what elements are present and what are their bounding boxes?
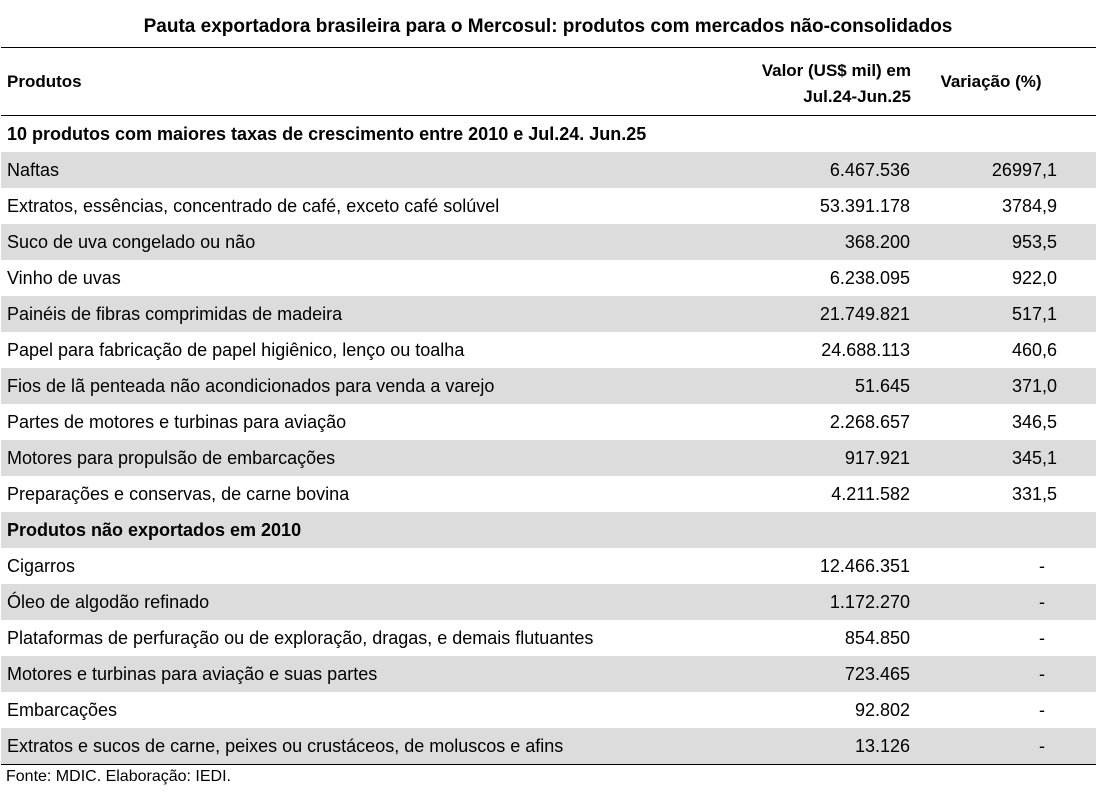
table-row: Plataformas de perfuração ou de exploraç…: [1, 620, 1096, 656]
product-value: 1.172.270: [829, 592, 910, 612]
table-row: Partes de motores e turbinas para aviaçã…: [1, 404, 1096, 440]
product-name: Cigarros: [7, 556, 76, 576]
source-note: Fonte: MDIC. Elaboração: IEDI.: [6, 768, 231, 785]
product-value: 6.467.536: [829, 160, 910, 180]
product-value: 368.200: [844, 232, 910, 252]
header-products: Produtos: [7, 72, 82, 91]
product-value: 2.268.657: [829, 412, 910, 432]
product-variation: 331,5: [1011, 484, 1057, 504]
product-variation: 3784,9: [1001, 196, 1057, 216]
product-variation: -: [1039, 664, 1045, 684]
product-variation: -: [1039, 556, 1045, 576]
product-variation: 345,1: [1011, 448, 1057, 468]
product-value: 723.465: [844, 664, 910, 684]
table-row: Preparações e conservas, de carne bovina…: [1, 476, 1096, 512]
table-bottom-rule: [1, 764, 1096, 765]
section-title: Produtos não exportados em 2010: [7, 520, 302, 540]
product-variation: 346,5: [1011, 412, 1057, 432]
product-name: Motores e turbinas para aviação e suas p…: [7, 664, 378, 684]
table-row: Motores e turbinas para aviação e suas p…: [1, 656, 1096, 692]
table-row: Naftas 6.467.536 26997,1: [1, 152, 1096, 188]
product-name: Fios de lã penteada não acondicionados p…: [7, 376, 495, 396]
product-variation: -: [1039, 736, 1045, 756]
product-variation: 922,0: [1011, 268, 1057, 288]
product-variation: 460,6: [1011, 340, 1057, 360]
header-value: Valor (US$ mil) em Jul.24-Jun.25: [701, 58, 911, 110]
product-name: Naftas: [7, 160, 60, 180]
product-name: Partes de motores e turbinas para aviaçã…: [7, 412, 347, 432]
product-value: 24.688.113: [821, 340, 910, 360]
product-name: Óleo de algodão refinado: [7, 592, 210, 612]
product-name: Embarcações: [7, 700, 118, 720]
product-value: 13.126: [854, 736, 910, 756]
product-variation: -: [1039, 628, 1045, 648]
product-name: Extratos e sucos de carne, peixes ou cru…: [7, 736, 564, 756]
product-variation: 371,0: [1011, 376, 1057, 396]
product-name: Preparações e conservas, de carne bovina: [7, 484, 350, 504]
section-title: 10 produtos com maiores taxas de crescim…: [7, 124, 647, 144]
product-value: 6.238.095: [829, 268, 910, 288]
table-row: Vinho de uvas 6.238.095 922,0: [1, 260, 1096, 296]
table-header: Produtos Valor (US$ mil) em Jul.24-Jun.2…: [1, 47, 1096, 116]
product-value: 12.466.351: [819, 556, 910, 576]
table-row: Extratos, essências, concentrado de café…: [1, 188, 1096, 224]
table-row: Extratos e sucos de carne, peixes ou cru…: [1, 728, 1096, 764]
product-value: 53.391.178: [819, 196, 910, 216]
product-value: 92.802: [854, 700, 910, 720]
product-name: Painéis de fibras comprimidas de madeira: [7, 304, 343, 324]
product-name: Suco de uva congelado ou não: [7, 232, 256, 252]
table-row: Motores para propulsão de embarcações 91…: [1, 440, 1096, 476]
export-table: Produtos Valor (US$ mil) em Jul.24-Jun.2…: [1, 47, 1096, 765]
table-title: Pauta exportadora brasileira para o Merc…: [143, 16, 953, 37]
product-name: Vinho de uvas: [7, 268, 121, 288]
section-title-row: Produtos não exportados em 2010: [1, 512, 1096, 548]
header-variation: Variação (%): [940, 72, 1042, 91]
table-row: Óleo de algodão refinado 1.172.270 -: [1, 584, 1096, 620]
product-value: 21.749.821: [819, 304, 910, 324]
table-row: Painéis de fibras comprimidas de madeira…: [1, 296, 1096, 332]
product-value: 854.850: [844, 628, 910, 648]
table-row: Cigarros 12.466.351 -: [1, 548, 1096, 584]
product-variation: -: [1039, 592, 1045, 612]
header-value-line1: Valor (US$ mil) em: [761, 61, 911, 80]
product-value: 917.921: [844, 448, 910, 468]
section-title-row: 10 produtos com maiores taxas de crescim…: [1, 116, 1096, 152]
product-name: Papel para fabricação de papel higiênico…: [7, 340, 465, 360]
product-variation: -: [1039, 700, 1045, 720]
table-row: Papel para fabricação de papel higiênico…: [1, 332, 1096, 368]
product-variation: 26997,1: [991, 160, 1057, 180]
product-variation: 953,5: [1011, 232, 1057, 252]
product-name: Motores para propulsão de embarcações: [7, 448, 336, 468]
table-row: Embarcações 92.802 -: [1, 692, 1096, 728]
product-name: Plataformas de perfuração ou de exploraç…: [7, 628, 594, 648]
table-row: Fios de lã penteada não acondicionados p…: [1, 368, 1096, 404]
product-variation: 517,1: [1011, 304, 1057, 324]
header-value-line2: Jul.24-Jun.25: [803, 87, 911, 106]
product-value: 51.645: [854, 376, 910, 396]
product-value: 4.211.582: [831, 484, 910, 504]
table-row: Suco de uva congelado ou não 368.200 953…: [1, 224, 1096, 260]
product-name: Extratos, essências, concentrado de café…: [7, 196, 500, 216]
